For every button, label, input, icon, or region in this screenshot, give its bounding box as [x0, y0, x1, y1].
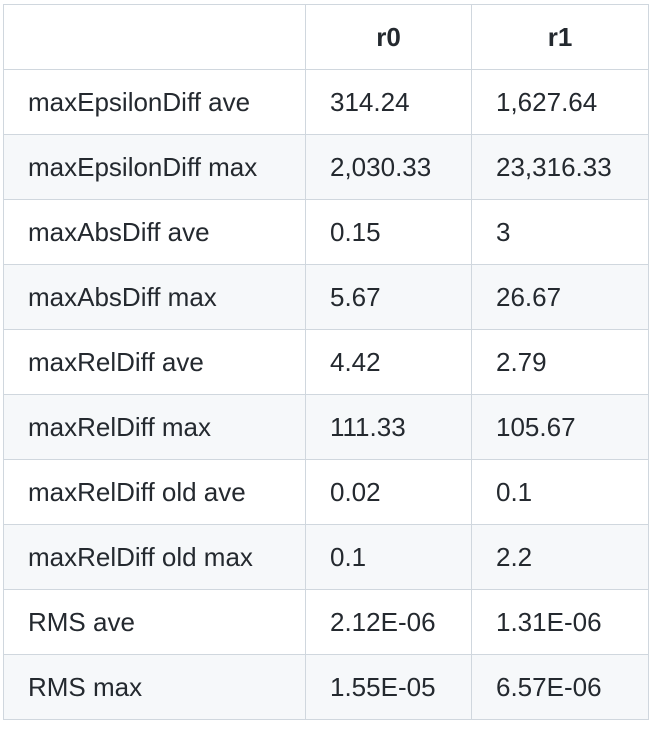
cell-r0: 1.55E-05	[305, 654, 472, 720]
row-label: maxAbsDiff max	[3, 264, 306, 330]
row-label: maxEpsilonDiff max	[3, 134, 306, 200]
row-label: maxRelDiff old ave	[3, 459, 306, 525]
cell-r1: 1.31E-06	[471, 589, 649, 655]
header-cell-label	[3, 4, 306, 70]
table-row: RMS ave 2.12E-06 1.31E-06	[3, 589, 649, 655]
cell-r0: 2,030.33	[305, 134, 472, 200]
header-row: r0 r1	[3, 4, 649, 70]
cell-r0: 0.02	[305, 459, 472, 525]
cell-r0: 314.24	[305, 69, 472, 135]
table-row: RMS max 1.55E-05 6.57E-06	[3, 654, 649, 720]
cell-r0: 4.42	[305, 329, 472, 395]
row-label: maxRelDiff old max	[3, 524, 306, 590]
table-row: maxRelDiff ave 4.42 2.79	[3, 329, 649, 395]
table-body: maxEpsilonDiff ave 314.24 1,627.64 maxEp…	[3, 69, 649, 720]
row-label: RMS ave	[3, 589, 306, 655]
cell-r0: 0.1	[305, 524, 472, 590]
table-row: maxEpsilonDiff ave 314.24 1,627.64	[3, 69, 649, 135]
cell-r1: 0.1	[471, 459, 649, 525]
table-row: maxRelDiff max 111.33 105.67	[3, 394, 649, 460]
table-row: maxRelDiff old ave 0.02 0.1	[3, 459, 649, 525]
cell-r1: 6.57E-06	[471, 654, 649, 720]
cell-r1: 26.67	[471, 264, 649, 330]
table-header: r0 r1	[3, 4, 649, 70]
row-label: RMS max	[3, 654, 306, 720]
cell-r0: 2.12E-06	[305, 589, 472, 655]
cell-r1: 2.2	[471, 524, 649, 590]
cell-r1: 23,316.33	[471, 134, 649, 200]
header-cell-r0: r0	[305, 4, 472, 70]
cell-r1: 3	[471, 199, 649, 265]
row-label: maxAbsDiff ave	[3, 199, 306, 265]
header-cell-r1: r1	[471, 4, 649, 70]
cell-r0: 0.15	[305, 199, 472, 265]
row-label: maxRelDiff max	[3, 394, 306, 460]
cell-r0: 111.33	[305, 394, 472, 460]
results-table: r0 r1 maxEpsilonDiff ave 314.24 1,627.64…	[3, 4, 649, 720]
cell-r1: 105.67	[471, 394, 649, 460]
table-row: maxRelDiff old max 0.1 2.2	[3, 524, 649, 590]
table-row: maxEpsilonDiff max 2,030.33 23,316.33	[3, 134, 649, 200]
cell-r1: 1,627.64	[471, 69, 649, 135]
row-label: maxEpsilonDiff ave	[3, 69, 306, 135]
cell-r0: 5.67	[305, 264, 472, 330]
table-row: maxAbsDiff ave 0.15 3	[3, 199, 649, 265]
cell-r1: 2.79	[471, 329, 649, 395]
table-row: maxAbsDiff max 5.67 26.67	[3, 264, 649, 330]
row-label: maxRelDiff ave	[3, 329, 306, 395]
